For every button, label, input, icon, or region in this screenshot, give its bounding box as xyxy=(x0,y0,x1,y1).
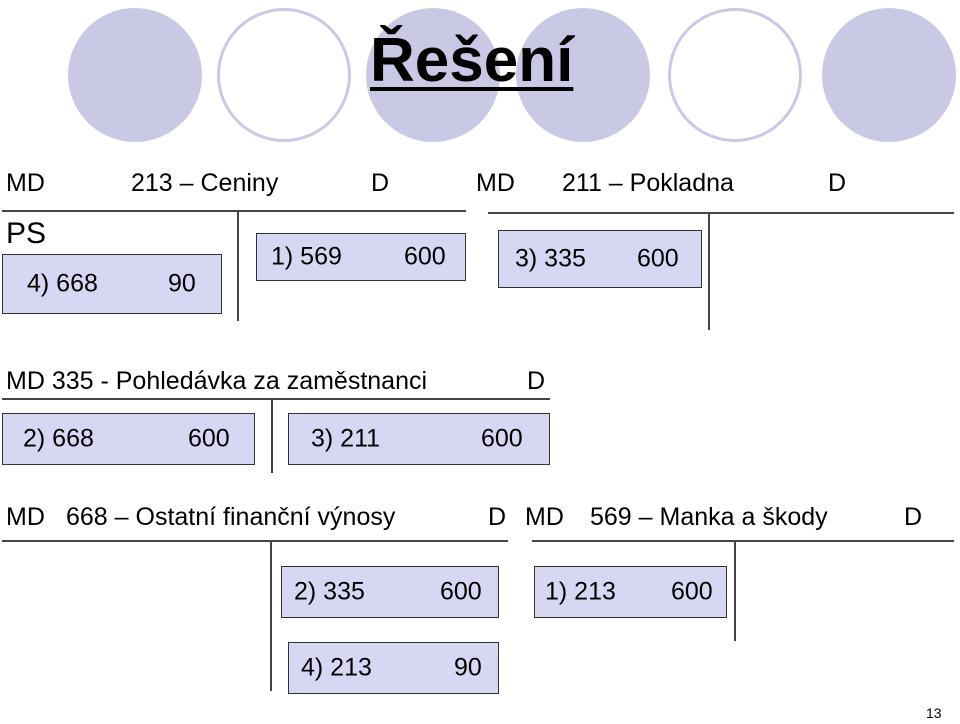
account-569-t-horizontal xyxy=(532,540,954,542)
entry-amount: 90 xyxy=(168,269,196,298)
account-335-t-vertical xyxy=(271,399,273,473)
account-668-t-vertical xyxy=(270,541,272,691)
ps-label: PS xyxy=(6,217,47,250)
account-668-name: 668 – Ostatní finanční výnosy xyxy=(66,503,396,531)
entry-amount: 90 xyxy=(454,653,482,682)
account-211-md-label: MD xyxy=(476,169,515,197)
entry-668-d-2: 4) 213 90 xyxy=(288,642,499,694)
page-number: 13 xyxy=(926,705,942,721)
entry-569-md: 1) 213 600 xyxy=(534,566,727,618)
account-213-t-vertical xyxy=(237,211,239,321)
entry-335-md: 2) 668 600 xyxy=(2,413,255,465)
account-569-d-label: D xyxy=(904,503,923,531)
page-title: Řešení xyxy=(370,26,574,95)
account-335-d-label: D xyxy=(527,367,546,395)
decor-circle-2 xyxy=(217,8,351,142)
account-211-d-label: D xyxy=(828,169,847,197)
account-211-t-horizontal xyxy=(488,212,954,214)
entry-amount: 600 xyxy=(481,424,523,453)
entry-amount: 600 xyxy=(440,577,482,606)
account-569-t-vertical xyxy=(734,541,736,641)
account-569-md-label: MD xyxy=(525,503,564,531)
decor-circle-4 xyxy=(516,8,650,142)
entry-ref: 3) 335 xyxy=(515,244,586,273)
account-211-name: 211 – Pokladna xyxy=(562,169,734,197)
entry-ref: 1) 569 xyxy=(271,242,342,271)
entry-ref: 2) 335 xyxy=(294,577,365,606)
decor-circle-5 xyxy=(668,8,802,142)
entry-ref: 4) 668 xyxy=(27,269,98,298)
decor-circle-1 xyxy=(68,8,202,142)
entry-668-d-1: 2) 335 600 xyxy=(281,566,499,618)
decor-circle-6 xyxy=(822,8,956,142)
account-213-t-horizontal xyxy=(2,210,466,212)
entry-335-d: 3) 211 600 xyxy=(288,413,550,465)
entry-213-d: 1) 569 600 xyxy=(256,233,466,281)
entry-213-md: 4) 668 90 xyxy=(2,254,222,314)
entry-211-md: 3) 335 600 xyxy=(498,230,702,288)
account-213-md-label: MD xyxy=(6,169,45,197)
account-668-t-horizontal xyxy=(2,540,508,542)
account-211-t-vertical xyxy=(708,213,710,330)
account-569-name: 569 – Manka a škody xyxy=(590,503,828,531)
entry-ref: 1) 213 xyxy=(545,577,616,606)
account-335-t-horizontal xyxy=(2,398,550,400)
entry-amount: 600 xyxy=(404,242,446,271)
account-213-d-label: D xyxy=(371,169,390,197)
entry-amount: 600 xyxy=(637,244,679,273)
decor-circle-3 xyxy=(366,8,500,142)
entry-amount: 600 xyxy=(671,577,713,606)
entry-amount: 600 xyxy=(188,424,230,453)
account-668-d-label: D xyxy=(488,503,507,531)
account-668-md-label: MD xyxy=(6,503,45,531)
entry-ref: 2) 668 xyxy=(23,424,94,453)
entry-ref: 3) 211 xyxy=(311,424,381,453)
account-335-header: MD 335 - Pohledávka za zaměstnanci xyxy=(6,367,428,395)
account-213-name: 213 – Ceniny xyxy=(131,169,279,197)
entry-ref: 4) 213 xyxy=(301,653,372,682)
